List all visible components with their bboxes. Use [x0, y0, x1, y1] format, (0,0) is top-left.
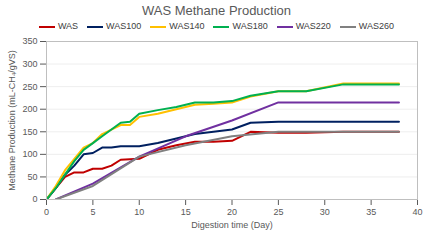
html-text:WAS100: WAS100: [106, 21, 142, 31]
svg-text:300: 300: [22, 59, 37, 69]
svg-text:25: 25: [273, 207, 283, 217]
svg-text:5: 5: [90, 207, 95, 217]
html-text:WAS Methane Production: WAS Methane Production: [142, 3, 291, 18]
svg-text:Methane Production (mL-CH₄/gVS: Methane Production (mL-CH₄/gVS): [7, 50, 17, 191]
html-text:WAS140: WAS140: [169, 21, 205, 31]
svg-text:0: 0: [32, 194, 37, 204]
svg-text:200: 200: [22, 104, 37, 114]
html-text:WAS260: WAS260: [358, 21, 394, 31]
html-text:WAS220: WAS220: [295, 21, 331, 31]
svg-text:35: 35: [366, 207, 376, 217]
svg-text:150: 150: [22, 127, 37, 137]
svg-text:0: 0: [44, 207, 49, 217]
svg-text:100: 100: [22, 149, 37, 159]
svg-text:Digestion time (Day): Digestion time (Day): [191, 220, 273, 230]
html-text:WAS: WAS: [57, 21, 79, 31]
svg-text:50: 50: [27, 172, 37, 182]
svg-text:40: 40: [412, 207, 422, 217]
svg-text:250: 250: [22, 82, 37, 92]
svg-text:10: 10: [134, 207, 144, 217]
html-text:WAS180: WAS180: [232, 21, 268, 31]
svg-text:15: 15: [181, 207, 191, 217]
svg-text:350: 350: [22, 36, 37, 46]
svg-text:20: 20: [227, 207, 237, 217]
svg-text:30: 30: [320, 207, 330, 217]
